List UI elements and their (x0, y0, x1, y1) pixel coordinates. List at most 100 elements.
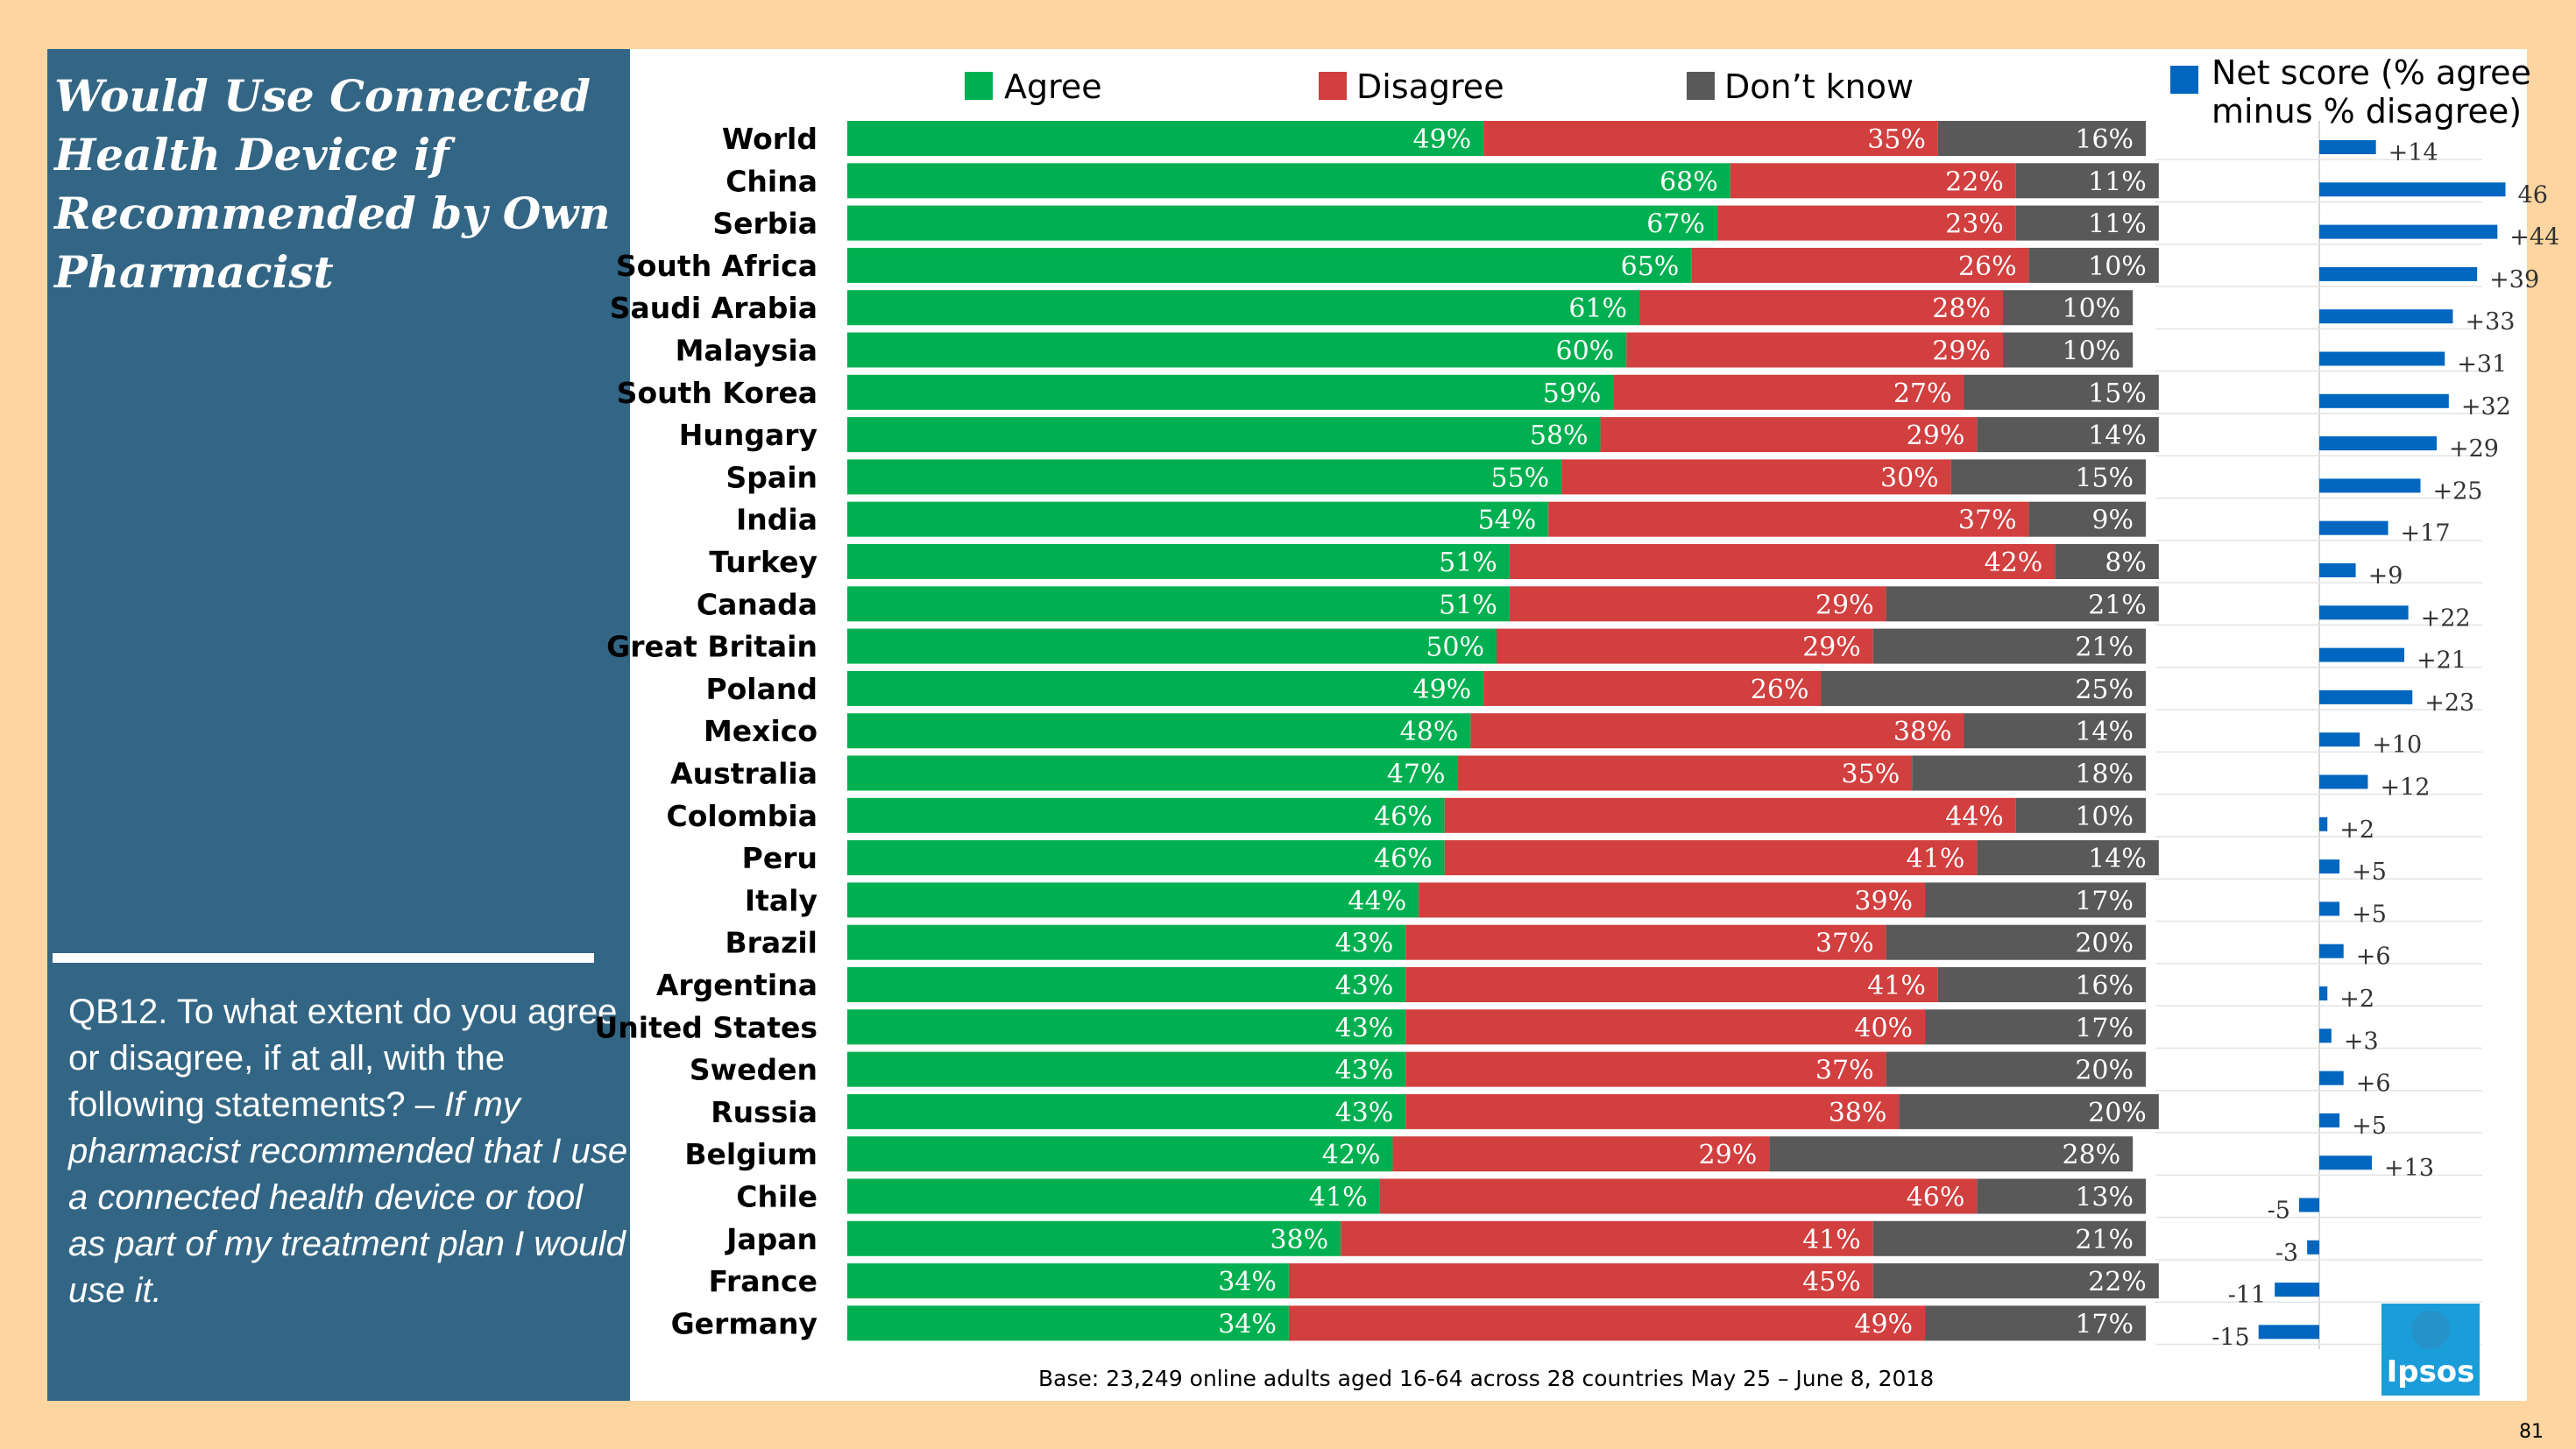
label-disagree-brazil: 37% (1815, 929, 1874, 959)
net-label-brazil: +6 (2356, 944, 2391, 971)
bar-agree-brazil (847, 924, 1406, 960)
label-dont-know-peru: 14% (2088, 844, 2147, 874)
label-agree-malaysia: 60% (1556, 336, 1615, 367)
label-dont-know-australia: 18% (2075, 760, 2134, 790)
category-label-france: France (709, 1264, 817, 1298)
label-dont-know-world: 16% (2075, 124, 2134, 155)
bar-dont-know-turkey (2055, 544, 2159, 579)
net-label-germany: -15 (2212, 1324, 2249, 1351)
question-plain: QB12. To what extent do you agree or dis… (68, 993, 618, 1124)
bar-disagree-australia (1457, 755, 1913, 791)
net-label-saudi-arabia: +33 (2465, 308, 2515, 336)
bar-agree-spain (847, 459, 1562, 495)
net-bar-colombia (2319, 816, 2328, 831)
net-label-india: +17 (2401, 520, 2451, 548)
category-label-great-britain: Great Britain (606, 630, 817, 664)
bar-agree-hungary (847, 417, 1601, 453)
label-dont-know-united-states: 17% (2075, 1013, 2134, 1043)
label-agree-germany: 34% (1218, 1309, 1277, 1339)
category-label-australia: Australia (670, 757, 817, 791)
net-bar-turkey (2319, 563, 2356, 577)
label-dont-know-canada: 21% (2088, 590, 2147, 620)
bar-agree-india (847, 501, 1549, 537)
legend-label-agree: Agree (1004, 67, 1102, 106)
label-agree-great-britain: 50% (1426, 633, 1484, 663)
category-label-malaysia: Malaysia (676, 334, 817, 368)
net-label-south-africa: +39 (2489, 266, 2539, 293)
label-agree-australia: 47% (1387, 760, 1446, 790)
label-disagree-germany: 49% (1854, 1309, 1913, 1339)
bar-disagree-malaysia (1626, 332, 2003, 368)
bar-agree-colombia (847, 797, 1445, 833)
ipsos-logo-text: Ipsos (2387, 1354, 2475, 1389)
bar-disagree-india (1548, 501, 2029, 537)
legend-swatch-net-score (2170, 66, 2198, 94)
bar-dont-know-sweden (1886, 1051, 2146, 1087)
bar-disagree-japan (1341, 1220, 1873, 1256)
net-bar-india (2319, 520, 2388, 535)
label-dont-know-brazil: 20% (2075, 929, 2134, 959)
category-label-serbia: Serbia (712, 207, 817, 241)
label-disagree-turkey: 42% (1985, 548, 2043, 578)
label-disagree-poland: 26% (1751, 675, 1809, 705)
category-labels: World China Serbia South Africa Saudi Arabia… (595, 122, 817, 1340)
bar-disagree-belgium (1392, 1136, 1770, 1172)
bar-agree-russia (847, 1093, 1406, 1129)
label-disagree-france: 45% (1802, 1267, 1861, 1297)
bar-disagree-world (1483, 121, 1938, 156)
bar-agree-australia (847, 755, 1458, 791)
net-label-canada: +22 (2421, 604, 2471, 632)
label-disagree-united-states: 40% (1854, 1013, 1913, 1043)
ipsos-logo-mark (2411, 1311, 2450, 1349)
label-disagree-colombia: 44% (1945, 802, 2004, 832)
bar-dont-know-mexico (1964, 713, 2146, 749)
bar-agree-world (847, 121, 1484, 156)
bar-agree-mexico (847, 713, 1471, 749)
category-label-south-africa: South Africa (616, 249, 817, 283)
bar-agree-chile (847, 1178, 1380, 1214)
category-label-world: World (722, 122, 817, 156)
net-label-colombia: +2 (2339, 816, 2374, 844)
label-disagree-peru: 41% (1907, 844, 1965, 874)
net-label-peru: +5 (2352, 859, 2387, 886)
bar-dont-know-poland (1821, 670, 2146, 706)
bar-agree-great-britain (847, 628, 1497, 664)
bar-disagree-south-korea (1613, 374, 1964, 410)
legend-swatch-disagree (1319, 72, 1347, 100)
category-label-spain: Spain (726, 460, 817, 494)
bar-dont-know-canada (1886, 586, 2159, 622)
stacked-bars: 49% 35% 16% 68% 22% 11% 67% 23% 11% 65% 26% 10% 61% 2… (847, 121, 2159, 1341)
label-disagree-world: 35% (1867, 124, 1926, 155)
label-agree-turkey: 51% (1439, 548, 1497, 578)
bar-dont-know-south-africa (2028, 247, 2159, 283)
bar-dont-know-brazil (1886, 924, 2146, 960)
label-dont-know-mexico: 14% (2075, 717, 2134, 747)
label-disagree-hungary: 29% (1907, 421, 1965, 451)
bar-disagree-brazil (1405, 924, 1886, 960)
bar-disagree-colombia (1444, 797, 2016, 833)
label-dont-know-colombia: 10% (2075, 802, 2134, 832)
bar-dont-know-russia (1899, 1093, 2159, 1129)
category-label-colombia: Colombia (667, 799, 817, 833)
net-label-sweden: +6 (2356, 1071, 2391, 1098)
category-label-germany: Germany (671, 1306, 817, 1340)
net-label-italy: +5 (2352, 901, 2387, 928)
legend-swatch-dont-know (1687, 72, 1715, 100)
bar-agree-france (847, 1263, 1289, 1299)
label-agree-colombia: 46% (1374, 802, 1433, 832)
category-label-chile: Chile (736, 1180, 817, 1214)
net-bar-hungary (2319, 436, 2437, 451)
bar-agree-belgium (847, 1136, 1393, 1172)
label-disagree-south-africa: 26% (1958, 251, 2017, 282)
bar-disagree-chile (1379, 1178, 1978, 1214)
bar-dont-know-argentina (1937, 967, 2146, 1002)
bar-agree-germany (847, 1305, 1289, 1341)
label-disagree-south-korea: 27% (1893, 378, 1952, 409)
net-bar-mexico (2319, 732, 2360, 747)
label-dont-know-chile: 13% (2075, 1183, 2134, 1213)
bar-dont-know-australia (1912, 755, 2146, 791)
net-bar-sweden (2319, 1071, 2344, 1085)
label-agree-belgium: 42% (1322, 1140, 1381, 1170)
label-dont-know-china: 11% (2088, 166, 2147, 197)
category-label-poland: Poland (705, 672, 817, 706)
